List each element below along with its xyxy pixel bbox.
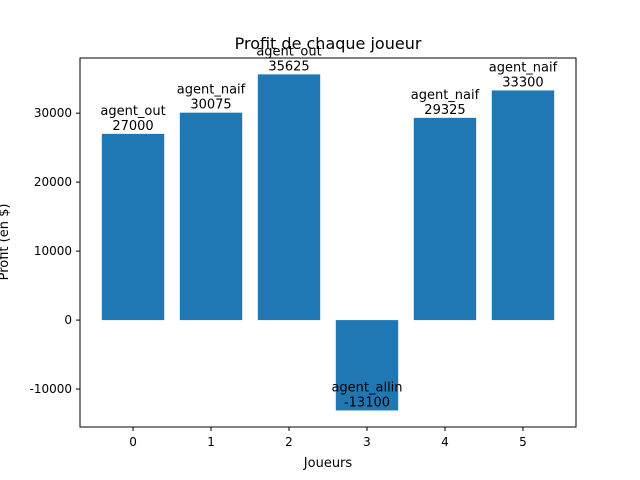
bar-label-0-line-1: 27000 (112, 119, 153, 134)
y-tick-label-0: -10000 (29, 382, 72, 396)
bar-label-0-line-0: agent_out (100, 104, 165, 119)
x-tick-label-0: 0 (129, 435, 137, 449)
bar-label-2-line-1: 35625 (268, 59, 309, 74)
bar-label-5-line-1: 33300 (502, 75, 543, 90)
x-tick-label-5: 5 (519, 435, 527, 449)
bar-label-1-line-1: 30075 (190, 98, 231, 113)
bar-3 (335, 320, 399, 411)
x-tick-label-1: 1 (207, 435, 215, 449)
x-axis-ticks: 0 1 2 3 4 5 (129, 427, 527, 449)
x-tick-label-3: 3 (363, 435, 371, 449)
bar-1 (179, 112, 243, 321)
y-axis-label: Profit (en $) (0, 204, 12, 281)
bar-label-4-line-0: agent_naif (411, 88, 480, 103)
y-tick-label-3: 20000 (34, 175, 72, 189)
x-axis-label: Joueurs (303, 456, 353, 471)
data-labels-group: agent_out27000agent_naif30075agent_out35… (100, 44, 557, 410)
bar-label-4-line-1: 29325 (424, 103, 465, 118)
chart-title: Profit de chaque joueur (235, 34, 422, 53)
plot-frame (79, 57, 577, 428)
bar-label-2-line-0: agent_out (256, 44, 321, 59)
y-tick-label-2: 10000 (34, 244, 72, 258)
y-tick-label-1: 0 (64, 313, 72, 327)
y-tick-label-4: 30000 (34, 106, 72, 120)
bars-group (101, 74, 555, 411)
x-tick-label-4: 4 (441, 435, 449, 449)
bar-label-1-line-0: agent_naif (177, 83, 246, 98)
bar-label-3-line-1: -13100 (344, 395, 390, 410)
bar-label-5-line-0: agent_naif (489, 60, 558, 75)
bar-2 (257, 74, 321, 321)
bar-0 (101, 133, 165, 321)
bar-label-3-line-0: agent_allin (331, 380, 402, 395)
bar-4 (413, 117, 477, 321)
y-axis-ticks: -10000 0 10000 20000 30000 (29, 106, 80, 396)
bar-5 (491, 90, 555, 321)
x-tick-label-2: 2 (285, 435, 293, 449)
